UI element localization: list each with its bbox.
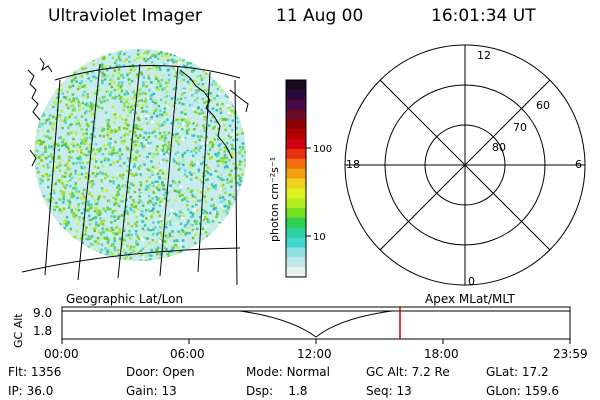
color-scale-segment xyxy=(286,198,306,209)
color-tick-label-100: 100 xyxy=(313,144,332,155)
color-scale-segment xyxy=(286,217,306,229)
color-scale-segment xyxy=(286,267,306,278)
timeline-ticks xyxy=(61,339,571,344)
color-scale-segment xyxy=(286,178,306,189)
color-scale-bar xyxy=(286,80,306,278)
status-door: Door: Open xyxy=(126,365,195,379)
status-mode: Mode: Normal xyxy=(246,365,330,379)
geo-grid xyxy=(21,63,241,286)
color-scale-frame xyxy=(285,79,307,278)
image-date: 11 Aug 00 xyxy=(276,6,364,26)
color-scale-segment xyxy=(286,208,306,219)
status-ip: IP: 36.0 xyxy=(8,384,54,398)
timeline-y-axis-label: GC Alt xyxy=(12,313,25,348)
coastline-outline xyxy=(27,57,249,167)
color-scale-segment xyxy=(286,80,306,91)
color-scale-segment xyxy=(286,109,306,120)
status-dsp: Dsp: 1.8 xyxy=(246,384,308,398)
polar-ring-label-60: 60 xyxy=(536,99,550,112)
timeline-x-tick-0600: 06:00 xyxy=(170,347,205,361)
polar-axis-diagonal-2 xyxy=(379,79,551,251)
color-scale-segment xyxy=(286,168,306,179)
image-time: 16:01:34 UT xyxy=(431,6,536,26)
polar-ring-label-70: 70 xyxy=(513,121,527,134)
altitude-timeline-frame xyxy=(61,306,571,340)
status-glon: GLon: 159.6 xyxy=(486,384,559,398)
polar-label-18: 18 xyxy=(346,158,360,171)
color-scale-segment xyxy=(286,257,306,268)
color-scale-segment xyxy=(286,237,306,248)
color-scale-segment xyxy=(286,158,306,170)
instrument-title: Ultraviolet Imager xyxy=(48,6,202,26)
color-scale-segment xyxy=(286,188,306,199)
timeline-x-tick-2359: 23:59 xyxy=(553,347,588,361)
timeline-right-caption: Apex MLat/MLT xyxy=(425,292,515,306)
timeline-y-tick-bottom: 1.8 xyxy=(33,324,53,338)
status-flt: Flt: 1356 xyxy=(8,365,62,379)
color-tick-label-10: 10 xyxy=(313,232,326,243)
uv-image-panel xyxy=(21,49,249,286)
polar-label-12: 12 xyxy=(477,49,491,62)
color-scale-segment xyxy=(286,247,306,258)
timeline-left-caption: Geographic Lat/Lon xyxy=(66,292,184,306)
timeline-y-tick-top: 9.0 xyxy=(33,306,53,320)
status-seq: Seq: 13 xyxy=(366,384,412,398)
polar-label-6: 6 xyxy=(575,158,582,171)
color-scale-segment xyxy=(286,148,306,160)
status-gc-alt: GC Alt: 7.2 Re xyxy=(366,365,450,379)
color-scale-segment xyxy=(286,119,306,130)
polar-grid xyxy=(344,44,586,286)
timeline-x-tick-1200: 12:00 xyxy=(297,347,332,361)
status-gain: Gain: 13 xyxy=(126,384,177,398)
color-scale-unit: photon cm⁻²s⁻¹ xyxy=(268,157,281,242)
color-scale-segment xyxy=(286,129,306,140)
polar-label-0: 0 xyxy=(468,275,475,288)
color-scale-segment xyxy=(286,227,306,239)
color-scale-segment xyxy=(286,99,306,111)
altitude-curve xyxy=(62,310,570,338)
timeline-x-tick-1800: 18:00 xyxy=(424,347,459,361)
color-scale-segment xyxy=(286,89,306,101)
polar-ring-label-80: 80 xyxy=(492,141,506,154)
color-scale-segment xyxy=(286,139,306,150)
timeline-x-tick-0000: 00:00 xyxy=(44,347,79,361)
status-glat: GLat: 17.2 xyxy=(486,365,549,379)
